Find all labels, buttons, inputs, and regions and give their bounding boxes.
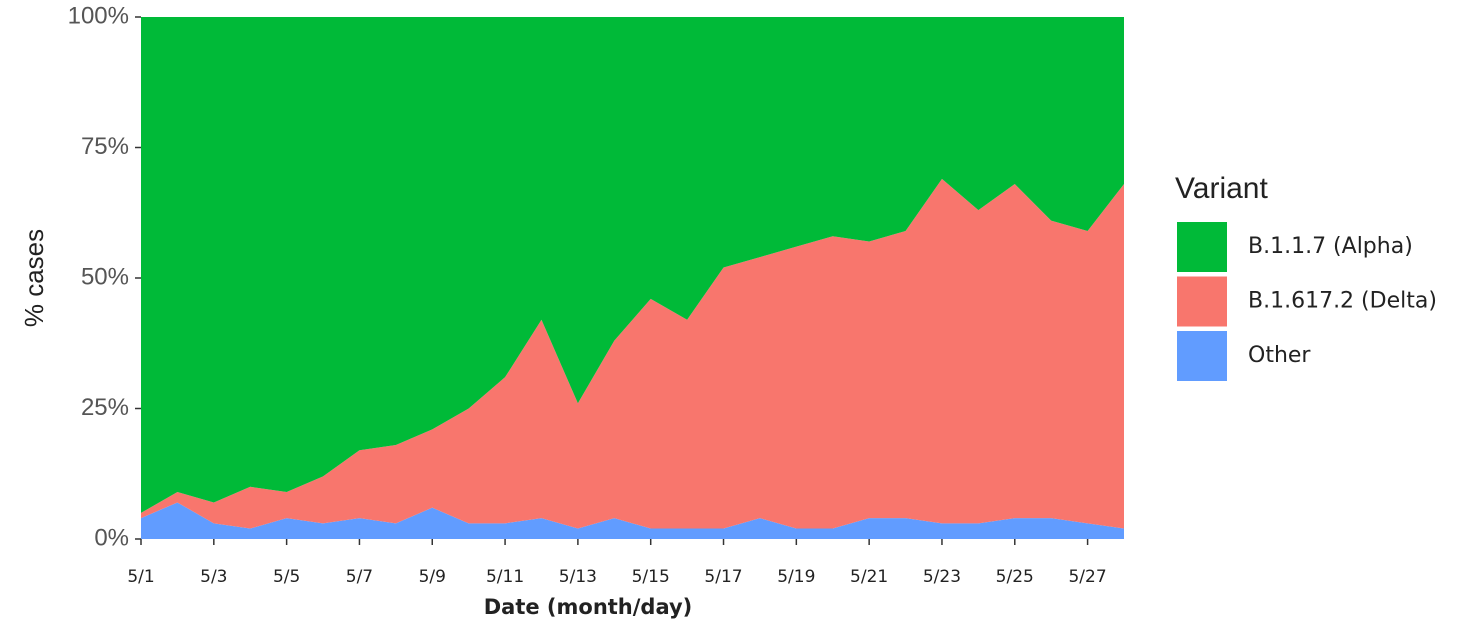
x-tick-label: 5/19 — [777, 567, 815, 587]
legend-key — [1177, 276, 1227, 327]
y-axis-title: % cases — [19, 229, 49, 327]
y-tick-label: 50% — [81, 263, 129, 290]
legend-title: Variant — [1175, 172, 1268, 205]
area — [141, 178, 1124, 529]
y-tick-label: 100% — [68, 2, 129, 29]
x-tick-label: 5/21 — [850, 567, 888, 587]
legend-key — [1177, 331, 1227, 381]
x-tick-label: 5/11 — [486, 567, 524, 587]
x-axis-title: Date (month/day) — [484, 595, 693, 619]
x-tick-label: 5/3 — [200, 567, 227, 587]
legend-label: B.1.617.2 (Delta) — [1248, 289, 1437, 314]
y-tick-label: 0% — [94, 524, 129, 551]
area — [141, 17, 1124, 513]
x-tick-label: 5/7 — [346, 567, 373, 587]
legend-key — [1177, 222, 1227, 272]
x-tick-label: 5/5 — [273, 567, 300, 587]
x-tick-label: 5/23 — [923, 567, 961, 587]
x-tick-label: 5/15 — [632, 567, 670, 587]
area — [141, 502, 1124, 539]
legend-label: B.1.1.7 (Alpha) — [1248, 234, 1413, 259]
x-tick-label: 5/27 — [1068, 567, 1106, 587]
x-tick-label: 5/9 — [419, 567, 446, 587]
x-tick-label: 5/1 — [127, 567, 154, 587]
x-tick-label: 5/17 — [704, 567, 742, 587]
y-tick-label: 25% — [81, 394, 129, 421]
x-tick-label: 5/25 — [996, 567, 1034, 587]
x-tick-label: 5/13 — [559, 567, 597, 587]
y-tick-label: 75% — [81, 133, 129, 160]
legend-label: Other — [1248, 343, 1311, 368]
